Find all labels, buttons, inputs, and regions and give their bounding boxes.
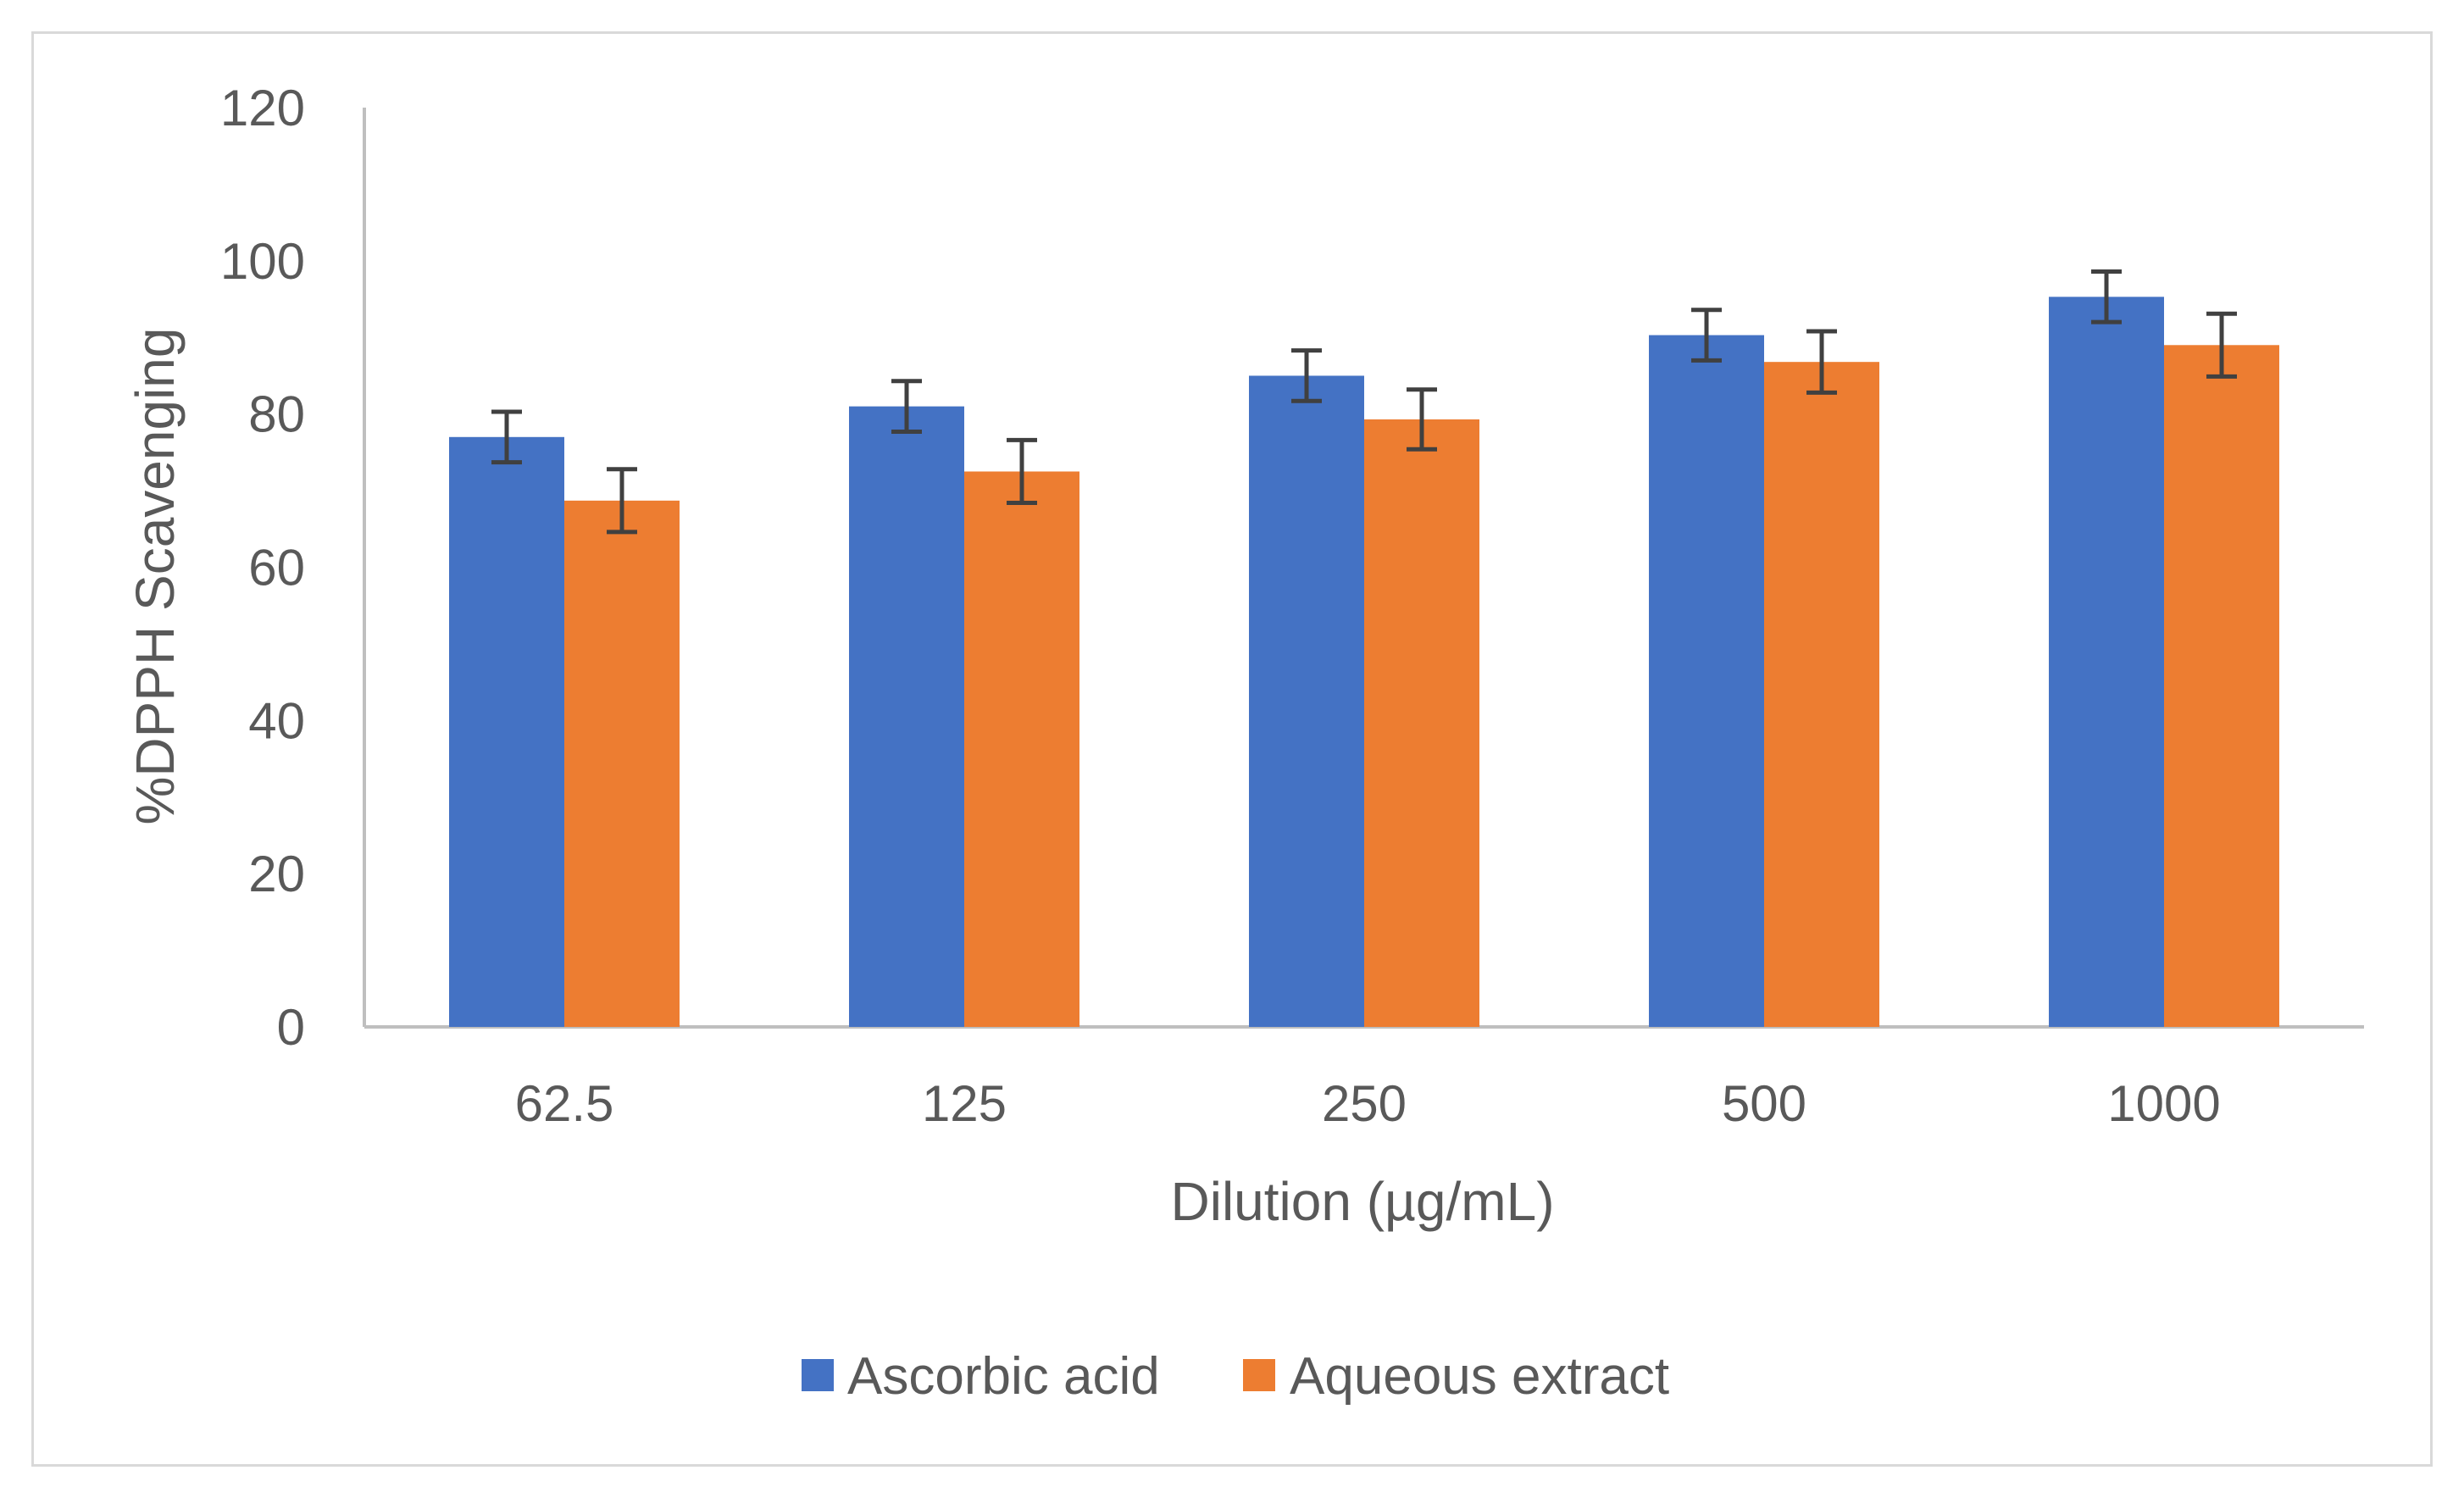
legend-swatch-aqueous-extract [1243,1359,1275,1391]
x-tick-labels: 62.5 125 250 500 1000 [515,1075,2221,1132]
error-bar-ascorbic-acid-1000 [2091,269,2122,325]
error-bar-ascorbic-acid-125 [891,379,922,434]
legend-label-aqueous-extract: Aqueous extract [1290,1347,1669,1406]
y-tick-label: 100 [220,233,305,290]
bar-ascorbic-acid-500 [1649,335,1764,1028]
error-bar-ascorbic-acid-62-5 [491,409,522,465]
legend-swatch-ascorbic-acid [802,1359,834,1391]
error-bar-aqueous-extract-500 [1806,329,1837,395]
bar-aqueous-extract-62-5 [564,500,680,1027]
bar-ascorbic-acid-1000 [2049,297,2164,1027]
error-bar-aqueous-extract-125 [1007,437,1037,506]
y-tick-label: 120 [220,80,305,136]
bar-aqueous-extract-125 [964,471,1079,1027]
x-tick-label: 250 [1322,1075,1407,1132]
bar-aqueous-extract-1000 [2164,345,2279,1028]
y-tick-label: 40 [248,692,305,749]
bar-ascorbic-acid-62-5 [449,436,564,1027]
y-tick-label: 20 [248,846,305,902]
y-tick-labels: 0 20 40 60 80 100 120 [220,80,305,1056]
error-bar-ascorbic-acid-250 [1291,348,1322,403]
x-tick-label: 500 [1722,1075,1806,1132]
error-bar-aqueous-extract-62-5 [607,467,637,535]
y-axis-title: %DPPH Scavenging [125,328,186,825]
error-bar-aqueous-extract-250 [1407,387,1437,452]
x-axis-title: Dilution (µg/mL) [1171,1171,1555,1232]
legend: Ascorbic acid Aqueous extract [802,1347,1669,1406]
x-tick-label: 1000 [2107,1075,2220,1132]
chart-frame [31,31,2433,1467]
y-tick-label: 80 [248,386,305,443]
bar-aqueous-extract-500 [1764,362,1879,1027]
y-tick-label: 60 [248,540,305,596]
bar-ascorbic-acid-250 [1249,375,1364,1027]
y-tick-label: 0 [277,999,305,1056]
error-bars [491,269,2237,535]
error-bar-aqueous-extract-1000 [2206,311,2237,379]
bar-ascorbic-acid-125 [849,406,964,1027]
x-tick-label: 125 [922,1075,1007,1132]
x-tick-label: 62.5 [515,1075,614,1132]
legend-label-ascorbic-acid: Ascorbic acid [847,1347,1160,1406]
error-bar-ascorbic-acid-500 [1691,308,1722,363]
bars [449,297,2279,1028]
bar-aqueous-extract-250 [1364,419,1479,1027]
